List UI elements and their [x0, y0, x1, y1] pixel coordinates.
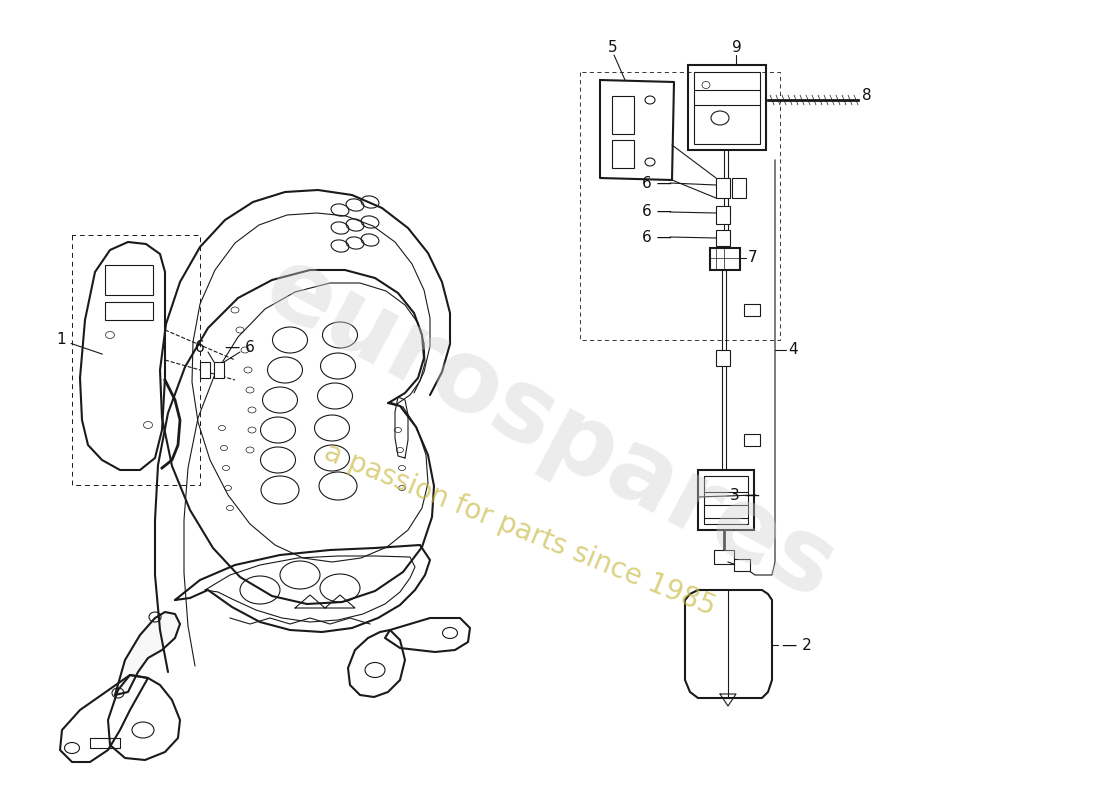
Text: 7: 7 [748, 250, 758, 266]
Bar [716, 350, 730, 366]
Text: 3 —: 3 — [730, 487, 760, 502]
Text: eurospares: eurospares [249, 238, 851, 622]
Polygon shape [116, 612, 180, 695]
Polygon shape [348, 630, 405, 697]
Polygon shape [108, 675, 180, 760]
Bar [714, 550, 734, 564]
Bar [612, 140, 634, 168]
Text: 6 —: 6 — [642, 230, 672, 245]
Bar [698, 470, 754, 530]
Text: — 2: — 2 [782, 638, 812, 653]
Polygon shape [175, 545, 430, 632]
Bar [716, 178, 730, 198]
Text: 5: 5 [608, 41, 617, 55]
Text: 8: 8 [862, 87, 871, 102]
Text: 6 —: 6 — [642, 205, 672, 219]
Text: 1: 1 [56, 333, 102, 354]
Text: 6 —: 6 — [642, 175, 672, 190]
Bar [716, 230, 730, 246]
Text: — 6: — 6 [226, 341, 255, 355]
Polygon shape [60, 675, 148, 762]
Polygon shape [685, 590, 772, 698]
Bar [710, 248, 740, 270]
Bar [744, 434, 760, 446]
Polygon shape [600, 80, 674, 180]
Bar [694, 72, 760, 144]
Text: 4: 4 [788, 342, 798, 358]
Bar [688, 65, 766, 150]
Polygon shape [385, 618, 470, 652]
Bar [612, 96, 634, 134]
Bar [716, 206, 730, 224]
Bar [104, 302, 153, 320]
Bar [214, 362, 224, 378]
Bar [704, 476, 748, 524]
Bar [104, 265, 153, 295]
Bar [734, 559, 750, 571]
Text: 9: 9 [732, 41, 741, 55]
Polygon shape [80, 242, 165, 470]
Bar [744, 304, 760, 316]
Bar [200, 362, 210, 378]
Text: 6: 6 [195, 341, 205, 355]
Text: a passion for parts since 1985: a passion for parts since 1985 [320, 438, 719, 622]
Bar [732, 178, 746, 198]
